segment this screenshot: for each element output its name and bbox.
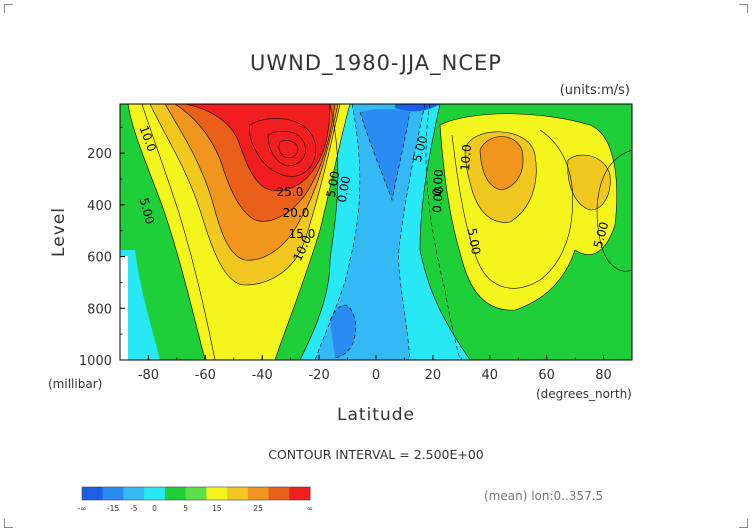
colorbar-tick-label: -15 xyxy=(107,504,119,513)
contour-line xyxy=(274,104,351,360)
band-gold-north-pole xyxy=(567,155,611,210)
y-unit-label: (millibar) xyxy=(48,377,102,391)
colorbar-swatch xyxy=(227,487,249,500)
band-blue-low xyxy=(330,305,356,358)
y-tick-label: 200 xyxy=(87,147,112,162)
crop-mark-top-left xyxy=(4,4,13,13)
contour-line xyxy=(141,104,216,360)
contour-line xyxy=(314,104,361,360)
y-tick-label: 400 xyxy=(87,199,112,214)
units-label: (units:m/s) xyxy=(560,83,630,98)
contour-line xyxy=(479,136,524,191)
plot-area xyxy=(120,104,632,360)
colorbar-swatch xyxy=(289,487,311,500)
contour-label: 5.00 xyxy=(137,196,157,225)
contour-label: 0.00 xyxy=(335,175,353,204)
contour-line xyxy=(451,129,574,289)
contour-lines-negative xyxy=(314,104,461,360)
colorbar-swatch xyxy=(82,487,104,500)
x-unit-label: (degrees_north) xyxy=(536,387,632,401)
contour-line xyxy=(567,154,611,211)
contour-line xyxy=(249,118,316,177)
x-tick-label: 20 xyxy=(425,368,442,383)
contour-line xyxy=(596,149,632,272)
colorbar-tick-label: -5 xyxy=(130,504,138,513)
colorbar-swatch xyxy=(164,487,187,500)
colorbar-swatch xyxy=(206,487,228,500)
contour-label: 0.00 xyxy=(430,169,446,197)
x-tick-label: 40 xyxy=(482,368,499,383)
y-axis-title: Level xyxy=(49,207,69,257)
band-cyan-southpole xyxy=(120,250,160,360)
band-darkblue xyxy=(395,104,440,112)
y-axis: 200 400 600 800 1000 xyxy=(79,126,125,369)
contour-line xyxy=(425,104,461,360)
contour-label-group: 10.0 5.00 25.0 20.0 15.0 10.0 5.00 0.00 … xyxy=(137,124,612,264)
contour-line xyxy=(329,304,356,359)
band-orange-north xyxy=(480,136,524,190)
contour-line xyxy=(164,104,339,261)
contour-line xyxy=(299,104,339,360)
contour-interval-label: CONTOUR INTERVAL = 2.500E+00 xyxy=(268,447,484,462)
contour-line xyxy=(174,104,336,222)
colorbar-swatch xyxy=(123,487,145,500)
x-tick-label: 80 xyxy=(595,368,612,383)
x-tick-label: -80 xyxy=(138,368,159,383)
contour-label: 5.00 xyxy=(324,170,342,199)
colorbar-tick-label: 5 xyxy=(183,504,188,513)
y-tick-label: 800 xyxy=(87,302,112,317)
colorbar-swatch xyxy=(185,487,207,500)
colorbar-swatch xyxy=(247,487,269,500)
colorbar-tick-label: 25 xyxy=(253,504,263,513)
contour-label: 5.00 xyxy=(410,134,430,163)
contour-label: 20.0 xyxy=(283,206,310,220)
crop-mark-bottom-right xyxy=(739,519,748,528)
contour-label: 0.00 xyxy=(430,186,446,214)
colorbar-frame xyxy=(81,486,311,501)
contour-label: 5.00 xyxy=(591,220,611,249)
colorbar-tick-label: 0 xyxy=(152,504,157,513)
x-axis-title: Latitude xyxy=(337,405,415,425)
contour-label: 10.0 xyxy=(458,144,474,172)
chart-title: UWND_1980-JJA_NCEP xyxy=(250,51,502,76)
contour-line xyxy=(439,113,617,311)
band-blue xyxy=(360,109,410,200)
crop-mark-top-right xyxy=(739,4,748,13)
contour-lines xyxy=(127,104,632,360)
colorbar-tick-label: ∞ xyxy=(307,504,313,513)
colorbar-swatch xyxy=(102,487,124,500)
x-tick-label: 0 xyxy=(372,368,380,383)
contour-line xyxy=(278,140,299,159)
crop-mark-bottom-left xyxy=(4,519,13,528)
contour-label: 25.0 xyxy=(277,185,304,199)
colorbar-tick-label: -∞ xyxy=(78,504,87,513)
x-tick-label: -60 xyxy=(195,368,216,383)
contour-line xyxy=(184,104,331,192)
y-tick-label: 600 xyxy=(87,251,112,266)
colorbar-swatch xyxy=(268,487,290,500)
band-red-south xyxy=(185,104,330,191)
colorbar: -∞ -15 -5 0 5 15 25 ∞ xyxy=(78,486,313,513)
mean-note: (mean) lon:0..357.5 xyxy=(484,489,603,503)
x-tick-label: -20 xyxy=(308,368,329,383)
x-tick-label: 60 xyxy=(538,368,555,383)
contour-line xyxy=(149,104,341,286)
x-tick-label: -40 xyxy=(252,368,273,383)
x-axis: -80 -60 -40 -20 0 20 40 60 80 xyxy=(119,355,633,383)
contour-line xyxy=(398,104,426,360)
colorbar-swatch xyxy=(144,487,166,500)
contour-line xyxy=(359,111,411,202)
contour-label: 15.0 xyxy=(289,227,316,241)
contour-line xyxy=(464,131,537,223)
contour-line xyxy=(267,130,306,167)
contour-label: 5.00 xyxy=(465,227,483,256)
contour-line xyxy=(127,104,206,360)
colorbar-tick-label: 15 xyxy=(212,504,222,513)
y-tick-label: 1000 xyxy=(79,354,112,369)
contour-line xyxy=(419,104,471,360)
